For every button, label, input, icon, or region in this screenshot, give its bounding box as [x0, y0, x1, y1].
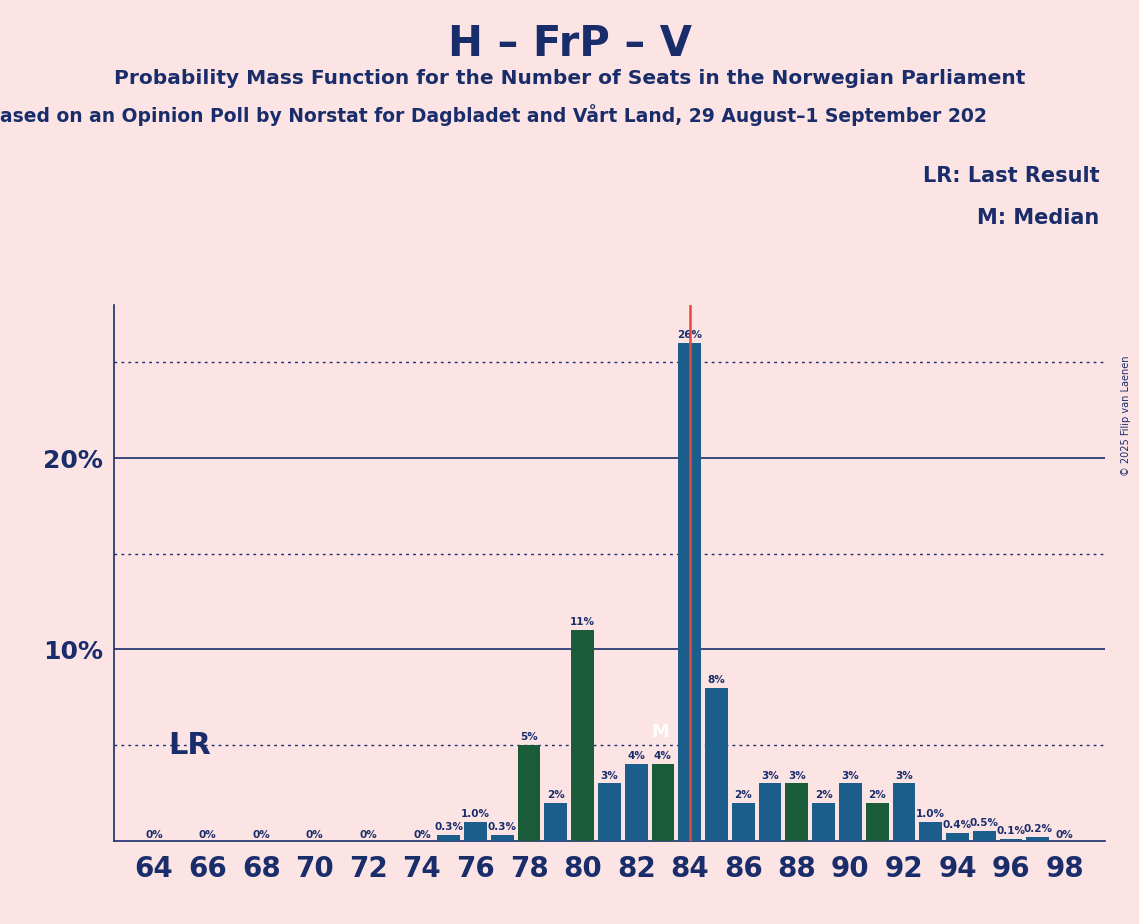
Text: 0%: 0%: [413, 830, 431, 840]
Bar: [598, 784, 621, 841]
Bar: [973, 832, 995, 841]
Text: 0%: 0%: [360, 830, 377, 840]
Bar: [437, 835, 460, 841]
Text: © 2025 Filip van Laenen: © 2025 Filip van Laenen: [1121, 356, 1131, 476]
Text: 3%: 3%: [788, 771, 805, 781]
Text: 2%: 2%: [735, 790, 752, 799]
Text: H – FrP – V: H – FrP – V: [448, 23, 691, 65]
Bar: [839, 784, 862, 841]
Bar: [517, 745, 540, 841]
Text: 0%: 0%: [1056, 830, 1074, 840]
Text: 11%: 11%: [571, 617, 595, 627]
Bar: [705, 687, 728, 841]
Bar: [866, 803, 888, 841]
Text: 3%: 3%: [761, 771, 779, 781]
Bar: [491, 835, 514, 841]
Text: 0.2%: 0.2%: [1023, 824, 1052, 834]
Text: Probability Mass Function for the Number of Seats in the Norwegian Parliament: Probability Mass Function for the Number…: [114, 69, 1025, 89]
Text: 0.1%: 0.1%: [997, 826, 1025, 836]
Bar: [652, 764, 674, 841]
Bar: [812, 803, 835, 841]
Text: 2%: 2%: [547, 790, 565, 799]
Text: M: Median: M: Median: [977, 208, 1099, 228]
Text: 1.0%: 1.0%: [461, 808, 490, 819]
Text: 3%: 3%: [895, 771, 912, 781]
Bar: [786, 784, 809, 841]
Text: 0%: 0%: [253, 830, 270, 840]
Text: 0.5%: 0.5%: [969, 819, 999, 829]
Text: 0.4%: 0.4%: [943, 821, 972, 831]
Text: 3%: 3%: [842, 771, 859, 781]
Text: 5%: 5%: [521, 732, 538, 742]
Text: 0.3%: 0.3%: [434, 822, 464, 833]
Text: 8%: 8%: [707, 675, 726, 685]
Text: 0%: 0%: [306, 830, 323, 840]
Text: M: M: [652, 723, 670, 741]
Bar: [571, 630, 593, 841]
Text: 0%: 0%: [145, 830, 163, 840]
Bar: [732, 803, 755, 841]
Text: 26%: 26%: [678, 330, 703, 340]
Text: 4%: 4%: [628, 751, 645, 761]
Bar: [919, 821, 942, 841]
Text: 0%: 0%: [199, 830, 216, 840]
Bar: [759, 784, 781, 841]
Text: ased on an Opinion Poll by Norstat for Dagbladet and Vårt Land, 29 August–1 Sept: ased on an Opinion Poll by Norstat for D…: [0, 104, 986, 127]
Bar: [544, 803, 567, 841]
Text: LR: LR: [169, 732, 211, 760]
Bar: [893, 784, 916, 841]
Text: 3%: 3%: [600, 771, 618, 781]
Text: 1.0%: 1.0%: [916, 808, 945, 819]
Bar: [679, 343, 702, 841]
Bar: [464, 821, 486, 841]
Bar: [625, 764, 648, 841]
Bar: [1026, 837, 1049, 841]
Text: 2%: 2%: [868, 790, 886, 799]
Text: 4%: 4%: [654, 751, 672, 761]
Text: 2%: 2%: [814, 790, 833, 799]
Text: LR: Last Result: LR: Last Result: [923, 166, 1099, 187]
Bar: [947, 833, 969, 841]
Bar: [1000, 839, 1023, 841]
Text: 0.3%: 0.3%: [487, 822, 517, 833]
